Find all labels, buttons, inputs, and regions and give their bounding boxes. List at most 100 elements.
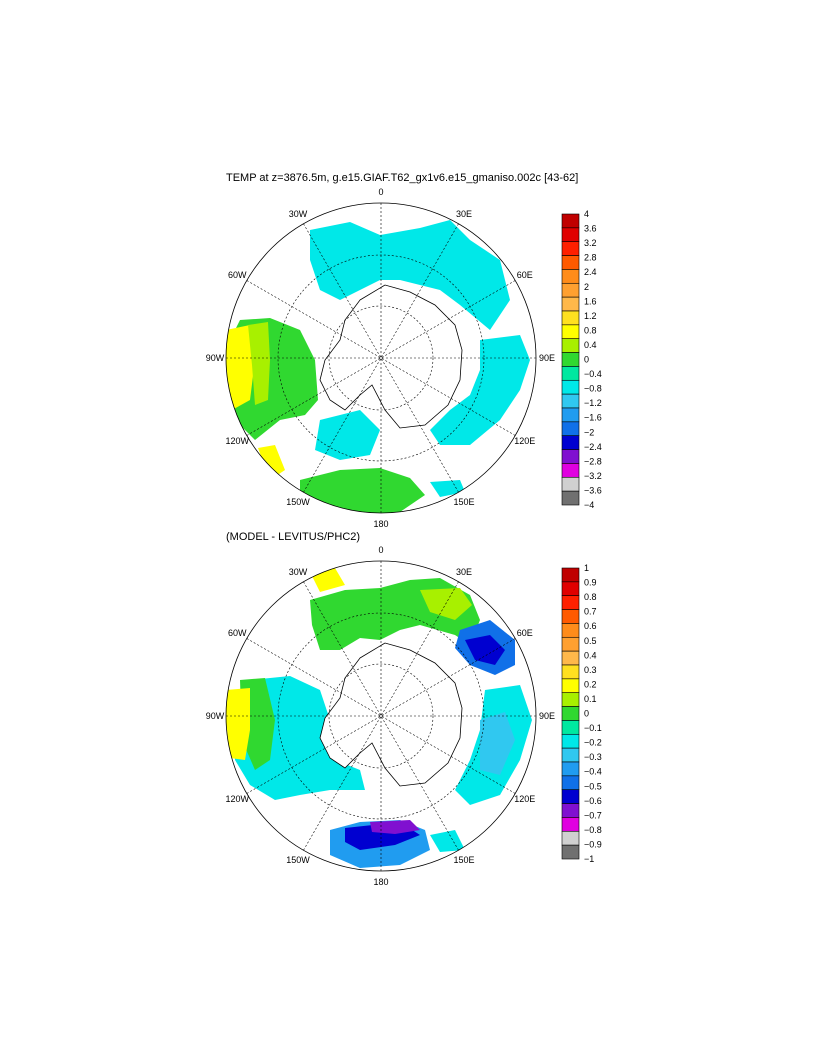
- colorbar1-tick-label: −0.4: [584, 369, 602, 379]
- colorbar1-tick-label: 3.2: [584, 238, 597, 248]
- colorbar1-tick-label: −0.8: [584, 384, 602, 394]
- map2-lon-label: 30E: [456, 567, 472, 577]
- map-title-temperature: TEMP at z=3876.5m, g.e15.GIAF.T62_gx1v6.…: [226, 172, 579, 184]
- map-title-difference: (MODEL - LEVITUS/PHC2): [226, 531, 361, 543]
- colorbar1-color-swatch: [561, 407, 580, 423]
- colorbar1-color-swatch: [561, 463, 580, 478]
- map2-lon-label: 60E: [517, 628, 533, 638]
- colorbar2-color-swatch: [561, 775, 580, 791]
- colorbar1-tick-label: −2.8: [584, 456, 602, 466]
- colorbar2-tick-label: −0.1: [584, 723, 602, 733]
- colorbar2-tick-label: 0.7: [584, 607, 597, 617]
- colorbar1-color-swatch: [561, 379, 580, 395]
- colorbar1-color-swatch: [561, 241, 580, 256]
- map2-region-darkblue-east: [465, 635, 505, 665]
- colorbar2-tick-label: −0.7: [584, 810, 602, 820]
- polar-map-temperature: 0 30E 60E 90E 120E 150E 180 150W 120W 90W 60W 30W: [206, 187, 555, 529]
- colorbar1-tick-label: −4: [584, 500, 594, 510]
- colorbar2-color-swatch: [561, 817, 580, 832]
- map2-longitude-labels: 0 30E 60E 90E 120E 150E 180 150W 120W 90W 60W 30W: [206, 545, 555, 887]
- colorbar1-color-swatch: [561, 213, 580, 229]
- colorbar2-color-swatch: [561, 678, 580, 694]
- colorbar1-tick-label: 2.8: [584, 253, 597, 263]
- colorbar2-tick-label: 0.4: [584, 650, 597, 660]
- map1-region-cyan-sse: [430, 480, 465, 497]
- map2-graticule: [226, 561, 536, 871]
- map1-lon-label: 120W: [225, 436, 249, 446]
- colorbar1-tick-label: 2: [584, 282, 589, 292]
- colorbar2-color-swatch: [561, 581, 580, 597]
- map2-lon-label: 90E: [539, 711, 555, 721]
- colorbar1-color-swatch: [561, 366, 580, 381]
- colorbar1-tick-label: 0: [584, 355, 589, 365]
- map1-lon-label: 120E: [514, 436, 535, 446]
- colorbar2-tick-label: 0.5: [584, 636, 597, 646]
- colorbar1-color-swatch: [561, 435, 580, 450]
- map1-lon-label: 30E: [456, 209, 472, 219]
- colorbar2-color-swatch: [561, 692, 580, 707]
- colorbar2-tick-label: 0.6: [584, 621, 597, 631]
- colorbar1-tick-label: 4: [584, 209, 589, 219]
- colorbar2-tick-label: 0.8: [584, 592, 597, 602]
- colorbar2-color-swatch: [561, 720, 580, 735]
- map1-region-cyan-north: [310, 220, 510, 330]
- map2-lon-label: 60W: [228, 628, 247, 638]
- colorbar2-tick-label: −0.4: [584, 767, 602, 777]
- map1-region-cyan-south: [315, 410, 380, 460]
- colorbar2-tick-label: −0.8: [584, 825, 602, 835]
- map2-lon-label: 150W: [286, 855, 310, 865]
- colorbar1-tick-label: −3.2: [584, 471, 602, 481]
- colorbar-temperature: 4 3.6 3.2 2.8 2.4 2 1.6 1.2 0.8 0.4 0 −0.4 −0.8 −1.2 −…: [561, 209, 602, 510]
- colorbar2-tick-label: −0.9: [584, 840, 602, 850]
- colorbar1-color-swatch: [561, 476, 580, 492]
- colorbar-difference: 1 0.9 0.8 0.7 0.6 0.5 0.4 0.3 0.2 0.1 0 −0.1 −0.2 −0.…: [561, 563, 602, 864]
- colorbar2-color-swatch: [561, 844, 580, 860]
- colorbar1-tick-label: −3.6: [584, 485, 602, 495]
- map2-region-lightblue-east: [480, 712, 515, 775]
- colorbar1-color-swatch: [561, 421, 580, 437]
- colorbar2-tick-label: 0.1: [584, 694, 597, 704]
- colorbar2-tick-label: −1: [584, 854, 594, 864]
- map1-fill: [226, 220, 530, 513]
- colorbar1-tick-label: 0.8: [584, 325, 597, 335]
- colorbar2-color-swatch: [561, 650, 580, 666]
- map2-lon-label: 180: [373, 877, 388, 887]
- map2-lon-label: 90W: [206, 711, 225, 721]
- map1-lon-label: 60E: [517, 270, 533, 280]
- map1-region-yellow-west: [226, 325, 255, 410]
- colorbar1-tick-label: −2.4: [584, 442, 602, 452]
- colorbar2-tick-label: −0.3: [584, 752, 602, 762]
- colorbar2-color-swatch: [561, 609, 580, 624]
- map1-graticule: [226, 203, 536, 513]
- colorbar2-color-swatch: [561, 567, 580, 583]
- colorbar1-color-swatch: [561, 255, 580, 270]
- colorbar2-color-swatch: [561, 747, 580, 763]
- map1-lon-label: 150W: [286, 497, 310, 507]
- colorbar1-tick-label: 1.2: [584, 311, 597, 321]
- map2-region-cyan-sse: [430, 830, 465, 852]
- map1-lon-label: 90E: [539, 353, 555, 363]
- colorbar1-color-swatch: [561, 352, 580, 367]
- colorbar2-color-swatch: [561, 623, 580, 638]
- colorbar1-color-swatch: [561, 449, 580, 464]
- colorbar2-color-swatch: [561, 706, 580, 721]
- colorbar2-color-swatch: [561, 761, 580, 777]
- polar-map-difference: 0 30E 60E 90E 120E 150E 180 150W 120W 90W 60W 30W: [206, 545, 555, 887]
- map1-lon-label: 150E: [453, 497, 474, 507]
- colorbar2-tick-label: 0.3: [584, 665, 597, 675]
- colorbar1-tick-label: −2: [584, 427, 594, 437]
- colorbar1-tick-label: 1.6: [584, 296, 597, 306]
- map2-lon-label: 0: [378, 545, 383, 555]
- colorbar1-color-swatch: [561, 490, 580, 506]
- colorbar2-color-swatch: [561, 595, 580, 610]
- map1-lon-label: 90W: [206, 353, 225, 363]
- colorbar1-color-swatch: [561, 296, 580, 312]
- map1-lon-label: 30W: [289, 209, 308, 219]
- map2-lon-label: 150E: [453, 855, 474, 865]
- colorbar2-color-swatch: [561, 636, 580, 652]
- map1-region-cyan-east: [430, 335, 530, 445]
- map2-lon-label: 120W: [225, 794, 249, 804]
- map2-lon-label: 30W: [289, 567, 308, 577]
- colorbar2-tick-label: 0: [584, 709, 589, 719]
- colorbar2-tick-label: −0.2: [584, 738, 602, 748]
